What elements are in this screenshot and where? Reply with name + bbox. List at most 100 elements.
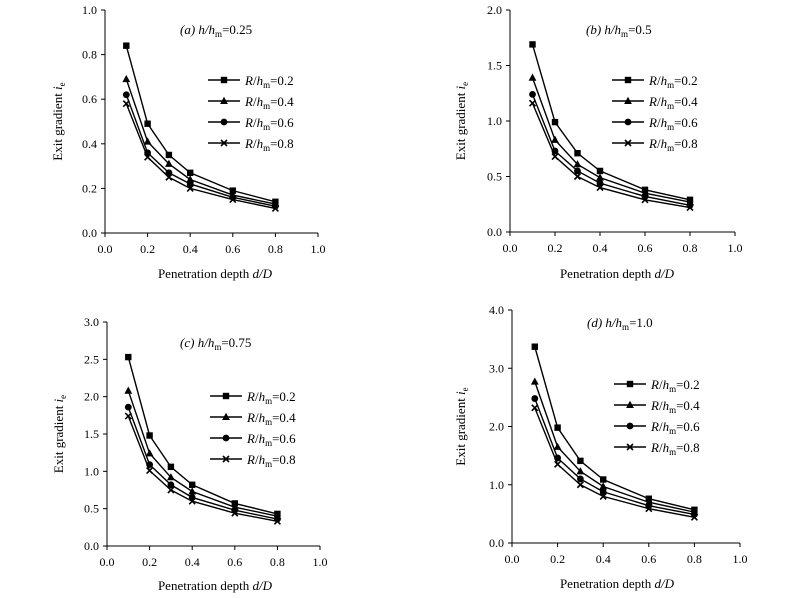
y-tick-label: 3.0 xyxy=(84,315,99,329)
data-point xyxy=(165,173,173,181)
y-tick-label: 0.5 xyxy=(487,170,502,184)
series-circle xyxy=(531,395,698,518)
x-tick-label: 1.0 xyxy=(311,242,326,256)
data-point xyxy=(577,457,584,465)
legend-marker xyxy=(222,412,230,420)
data-point xyxy=(531,395,539,402)
legend-entry: R/hm=0.4 xyxy=(210,410,296,427)
legend-label: R/hm=0.2 xyxy=(244,73,294,90)
data-point xyxy=(553,442,562,450)
data-point xyxy=(528,99,537,107)
y-tick-label: 4.0 xyxy=(489,303,504,317)
series-line xyxy=(127,356,278,515)
x-tick-label: 1.0 xyxy=(733,552,748,566)
series-line xyxy=(125,78,276,205)
y-tick-label: 0.0 xyxy=(489,536,504,550)
series-line xyxy=(127,390,278,517)
series-line xyxy=(531,94,691,207)
legend-label: R/hm=0.8 xyxy=(650,440,700,457)
y-tick-label: 1.5 xyxy=(84,427,99,441)
data-point xyxy=(271,204,279,213)
legend-entry: R/hm=0.4 xyxy=(612,94,698,111)
series-line xyxy=(534,381,695,513)
legend-entry: R/hm=0.8 xyxy=(210,452,296,469)
y-tick-label: 1.0 xyxy=(489,478,504,492)
series-line xyxy=(125,94,276,207)
legend-marker xyxy=(626,400,634,408)
data-point xyxy=(531,404,539,412)
data-point xyxy=(529,41,536,48)
x-axis-label: Penetration depth d/D xyxy=(560,576,675,591)
data-point xyxy=(574,149,581,157)
legend-marker xyxy=(220,139,228,147)
legend-entry: R/hm=0.8 xyxy=(614,440,700,457)
data-point xyxy=(167,463,175,471)
series-line xyxy=(534,398,695,516)
series-line xyxy=(127,415,278,523)
panel-c: 0.0 0.2 0.4 0.6 0.8 1.0 0.0 0.5 1.0 1.5 2.0 2.5 3.0 P… xyxy=(51,315,328,593)
legend-label: R/hm=0.2 xyxy=(648,73,698,90)
y-axis-label: Exit gradient ie xyxy=(50,82,67,160)
panel-d: 0.0 0.2 0.4 0.6 0.8 1.0 0.0 1.0 2.0 3.0 4.0 Penetra… xyxy=(453,303,748,591)
data-point xyxy=(123,42,130,49)
data-point xyxy=(186,184,194,192)
x-axis-label: Penetration depth d/D xyxy=(158,578,273,593)
y-tick-label: 0.0 xyxy=(82,226,97,240)
legend-marker xyxy=(626,422,634,430)
x-tick-label: 0.2 xyxy=(548,241,563,255)
x-tick-label: 0.8 xyxy=(683,241,698,255)
data-point xyxy=(167,473,175,481)
x-tick-label: 0.4 xyxy=(596,552,611,566)
x-tick-label: 0.0 xyxy=(98,242,113,256)
legend-marker xyxy=(624,118,632,126)
series-line xyxy=(125,103,276,210)
data-point xyxy=(124,403,132,411)
y-axis-label: Exit gradient ie xyxy=(453,387,470,465)
y-tick-label: 0.0 xyxy=(84,539,99,553)
data-point xyxy=(229,195,237,204)
y-tick-label: 0.5 xyxy=(84,502,99,516)
series-x xyxy=(122,100,279,213)
legend-entry: R/hm=0.6 xyxy=(614,419,700,436)
y-tick-label: 2.0 xyxy=(84,390,99,404)
data-point xyxy=(273,517,281,525)
data-point xyxy=(187,169,194,176)
data-point xyxy=(530,377,539,385)
legend-marker xyxy=(222,455,230,463)
data-point xyxy=(122,74,131,83)
legend-label: R/hm=0.4 xyxy=(650,398,700,415)
data-point xyxy=(596,184,604,192)
panel-b: 0.0 0.2 0.4 0.6 0.8 1.0 0.0 0.5 1.0 1.5 2.0 Penetra… xyxy=(453,3,743,281)
data-point xyxy=(167,486,175,494)
x-tick-label: 0.8 xyxy=(687,552,702,566)
x-tick-label: 0.4 xyxy=(593,241,608,255)
legend-marker xyxy=(626,380,634,388)
data-point xyxy=(122,91,130,99)
data-point xyxy=(146,432,153,439)
data-point xyxy=(686,204,694,212)
x-axis-label: Penetration depth d/D xyxy=(560,266,675,281)
y-tick-label: 0.6 xyxy=(82,92,97,106)
y-tick-label: 1.0 xyxy=(82,3,97,17)
panel-title: (b) h/hm=0.5 xyxy=(586,22,652,39)
legend-entry: R/hm=0.2 xyxy=(210,389,296,406)
data-point xyxy=(551,118,559,126)
legend-label: R/hm=0.8 xyxy=(244,136,294,153)
legend-marker xyxy=(220,96,228,104)
x-tick-label: 0.8 xyxy=(268,242,283,256)
data-point xyxy=(145,449,154,457)
series-x xyxy=(528,99,694,212)
data-point xyxy=(599,482,608,490)
y-tick-label: 0.0 xyxy=(487,225,502,239)
data-point xyxy=(165,159,173,167)
data-point xyxy=(167,481,175,489)
data-point xyxy=(576,481,584,489)
data-point xyxy=(576,467,585,475)
data-point xyxy=(596,167,604,175)
legend-marker xyxy=(222,434,230,442)
series-circle xyxy=(529,90,694,209)
panel-title: (c) h/hm=0.75 xyxy=(180,335,251,352)
data-point xyxy=(551,135,559,143)
legend-marker xyxy=(222,392,230,400)
data-point xyxy=(165,151,173,159)
